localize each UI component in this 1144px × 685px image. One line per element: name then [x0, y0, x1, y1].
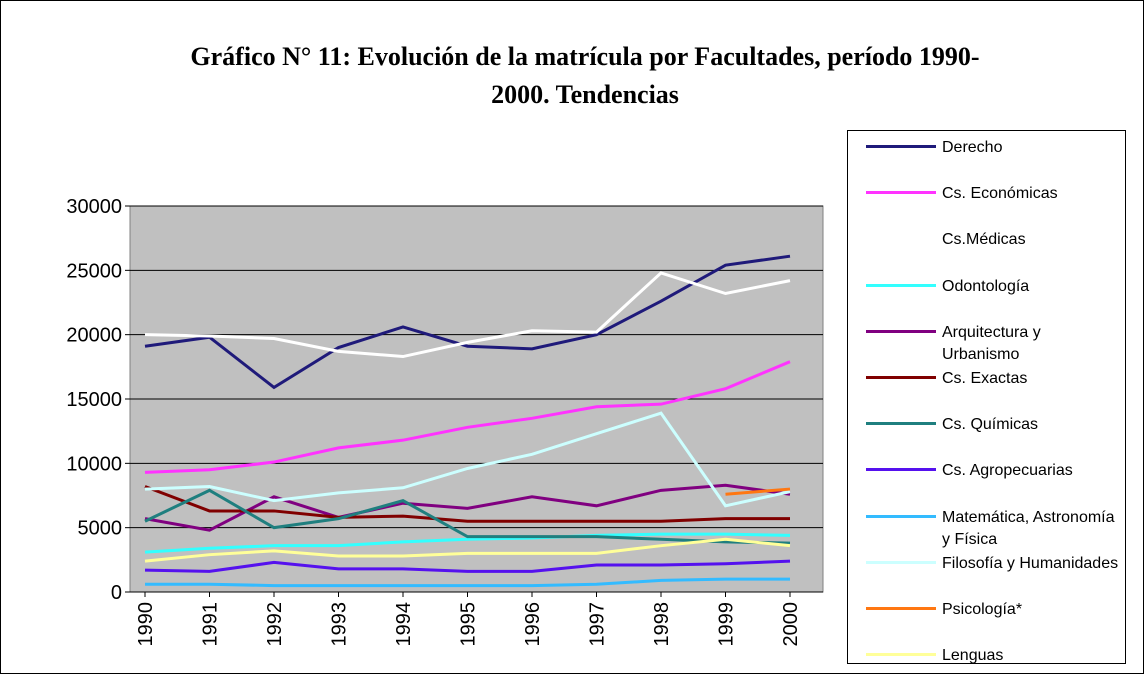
series-line [144, 483, 791, 532]
legend-label: Arquitectura y Urbanismo [942, 323, 1041, 363]
y-tick-label: 15000 [66, 389, 122, 411]
legend-label: Cs.Médicas [942, 231, 1026, 249]
series-line [144, 532, 791, 554]
series-line [144, 559, 791, 573]
legend-label: Psicología* [942, 601, 1023, 618]
x-tick-label: 1992 [264, 602, 286, 647]
legend-entry: Matemática, Astronomía y Física [848, 507, 1127, 548]
legend-label: Cs. Agropecuarias [942, 462, 1073, 480]
legend-swatch [866, 145, 936, 148]
legend-swatch [866, 422, 936, 426]
legend: Derecho Cs. Económicas Cs.Médicas Odontolog… [847, 130, 1126, 664]
x-tick-label: 1997 [587, 602, 609, 647]
legend-label: Lenguas [942, 647, 1004, 665]
legend-swatch [866, 283, 936, 287]
y-tick-label: 10000 [66, 453, 122, 475]
legend-swatch [866, 468, 936, 472]
series-line [144, 485, 790, 523]
legend-entry: Lenguas [848, 645, 1127, 685]
legend-entry: Cs.Médicas [848, 229, 1127, 269]
legend-label: Derecho [942, 139, 1003, 156]
legend-label: Filosofía y Humanidades [942, 554, 1119, 572]
legend-entry: Psicología* [848, 599, 1127, 639]
legend-label: Cs. Económicas [942, 185, 1058, 203]
legend-entry: Cs. Exactas [848, 368, 1127, 408]
legend-entry: Cs. Químicas [848, 414, 1127, 454]
legend-swatch [866, 237, 936, 241]
x-tick-label: 1993 [329, 602, 351, 647]
series-line [144, 537, 791, 563]
series-line [144, 271, 791, 359]
series-line [144, 488, 791, 545]
y-tick-label: 30000 [66, 196, 122, 218]
legend-label: Cs. Químicas [942, 416, 1039, 434]
x-tick-label: 1994 [393, 602, 415, 647]
legend-entry: Cs. Económicas [848, 183, 1127, 223]
y-tick-label: 5000 [78, 518, 123, 540]
x-tick-label: 1998 [651, 602, 673, 647]
series-line [144, 360, 791, 474]
legend-entry: Cs. Agropecuarias [848, 460, 1127, 500]
y-tick-label: 20000 [66, 325, 122, 347]
legend-entry: Arquitectura y Urbanismo [848, 322, 1127, 363]
legend-entry: Derecho [848, 137, 1127, 177]
x-tick-label: 1990 [135, 602, 157, 647]
legend-swatch [866, 653, 936, 657]
series-line [144, 411, 791, 508]
legend-swatch [866, 514, 936, 518]
x-tick-label: 1999 [716, 602, 738, 647]
series-line [145, 577, 790, 588]
legend-swatch [866, 560, 936, 564]
x-tick-label: 1995 [458, 602, 480, 647]
x-tick-label: 1991 [200, 602, 222, 647]
legend-label: Odontología [942, 277, 1030, 295]
legend-entry: Odontología [848, 276, 1127, 316]
legend-swatch [866, 329, 936, 333]
x-tick-label: 1996 [522, 602, 544, 647]
legend-label: Cs. Exactas [942, 370, 1028, 387]
legend-swatch [866, 191, 936, 195]
y-tick-label: 0 [111, 582, 122, 604]
legend-swatch [866, 607, 936, 610]
y-tick-label: 25000 [66, 260, 122, 282]
x-tick-label: 2000 [780, 602, 802, 647]
series-line [144, 254, 791, 390]
legend-label: Matemática, Astronomía y Física [942, 508, 1115, 548]
legend-entry: Filosofía y Humanidades [848, 553, 1127, 593]
series-line [725, 487, 791, 496]
chart-title: Gráfico N° 11: Evolución de la matrícula… [190, 42, 980, 109]
legend-swatch [866, 376, 936, 379]
